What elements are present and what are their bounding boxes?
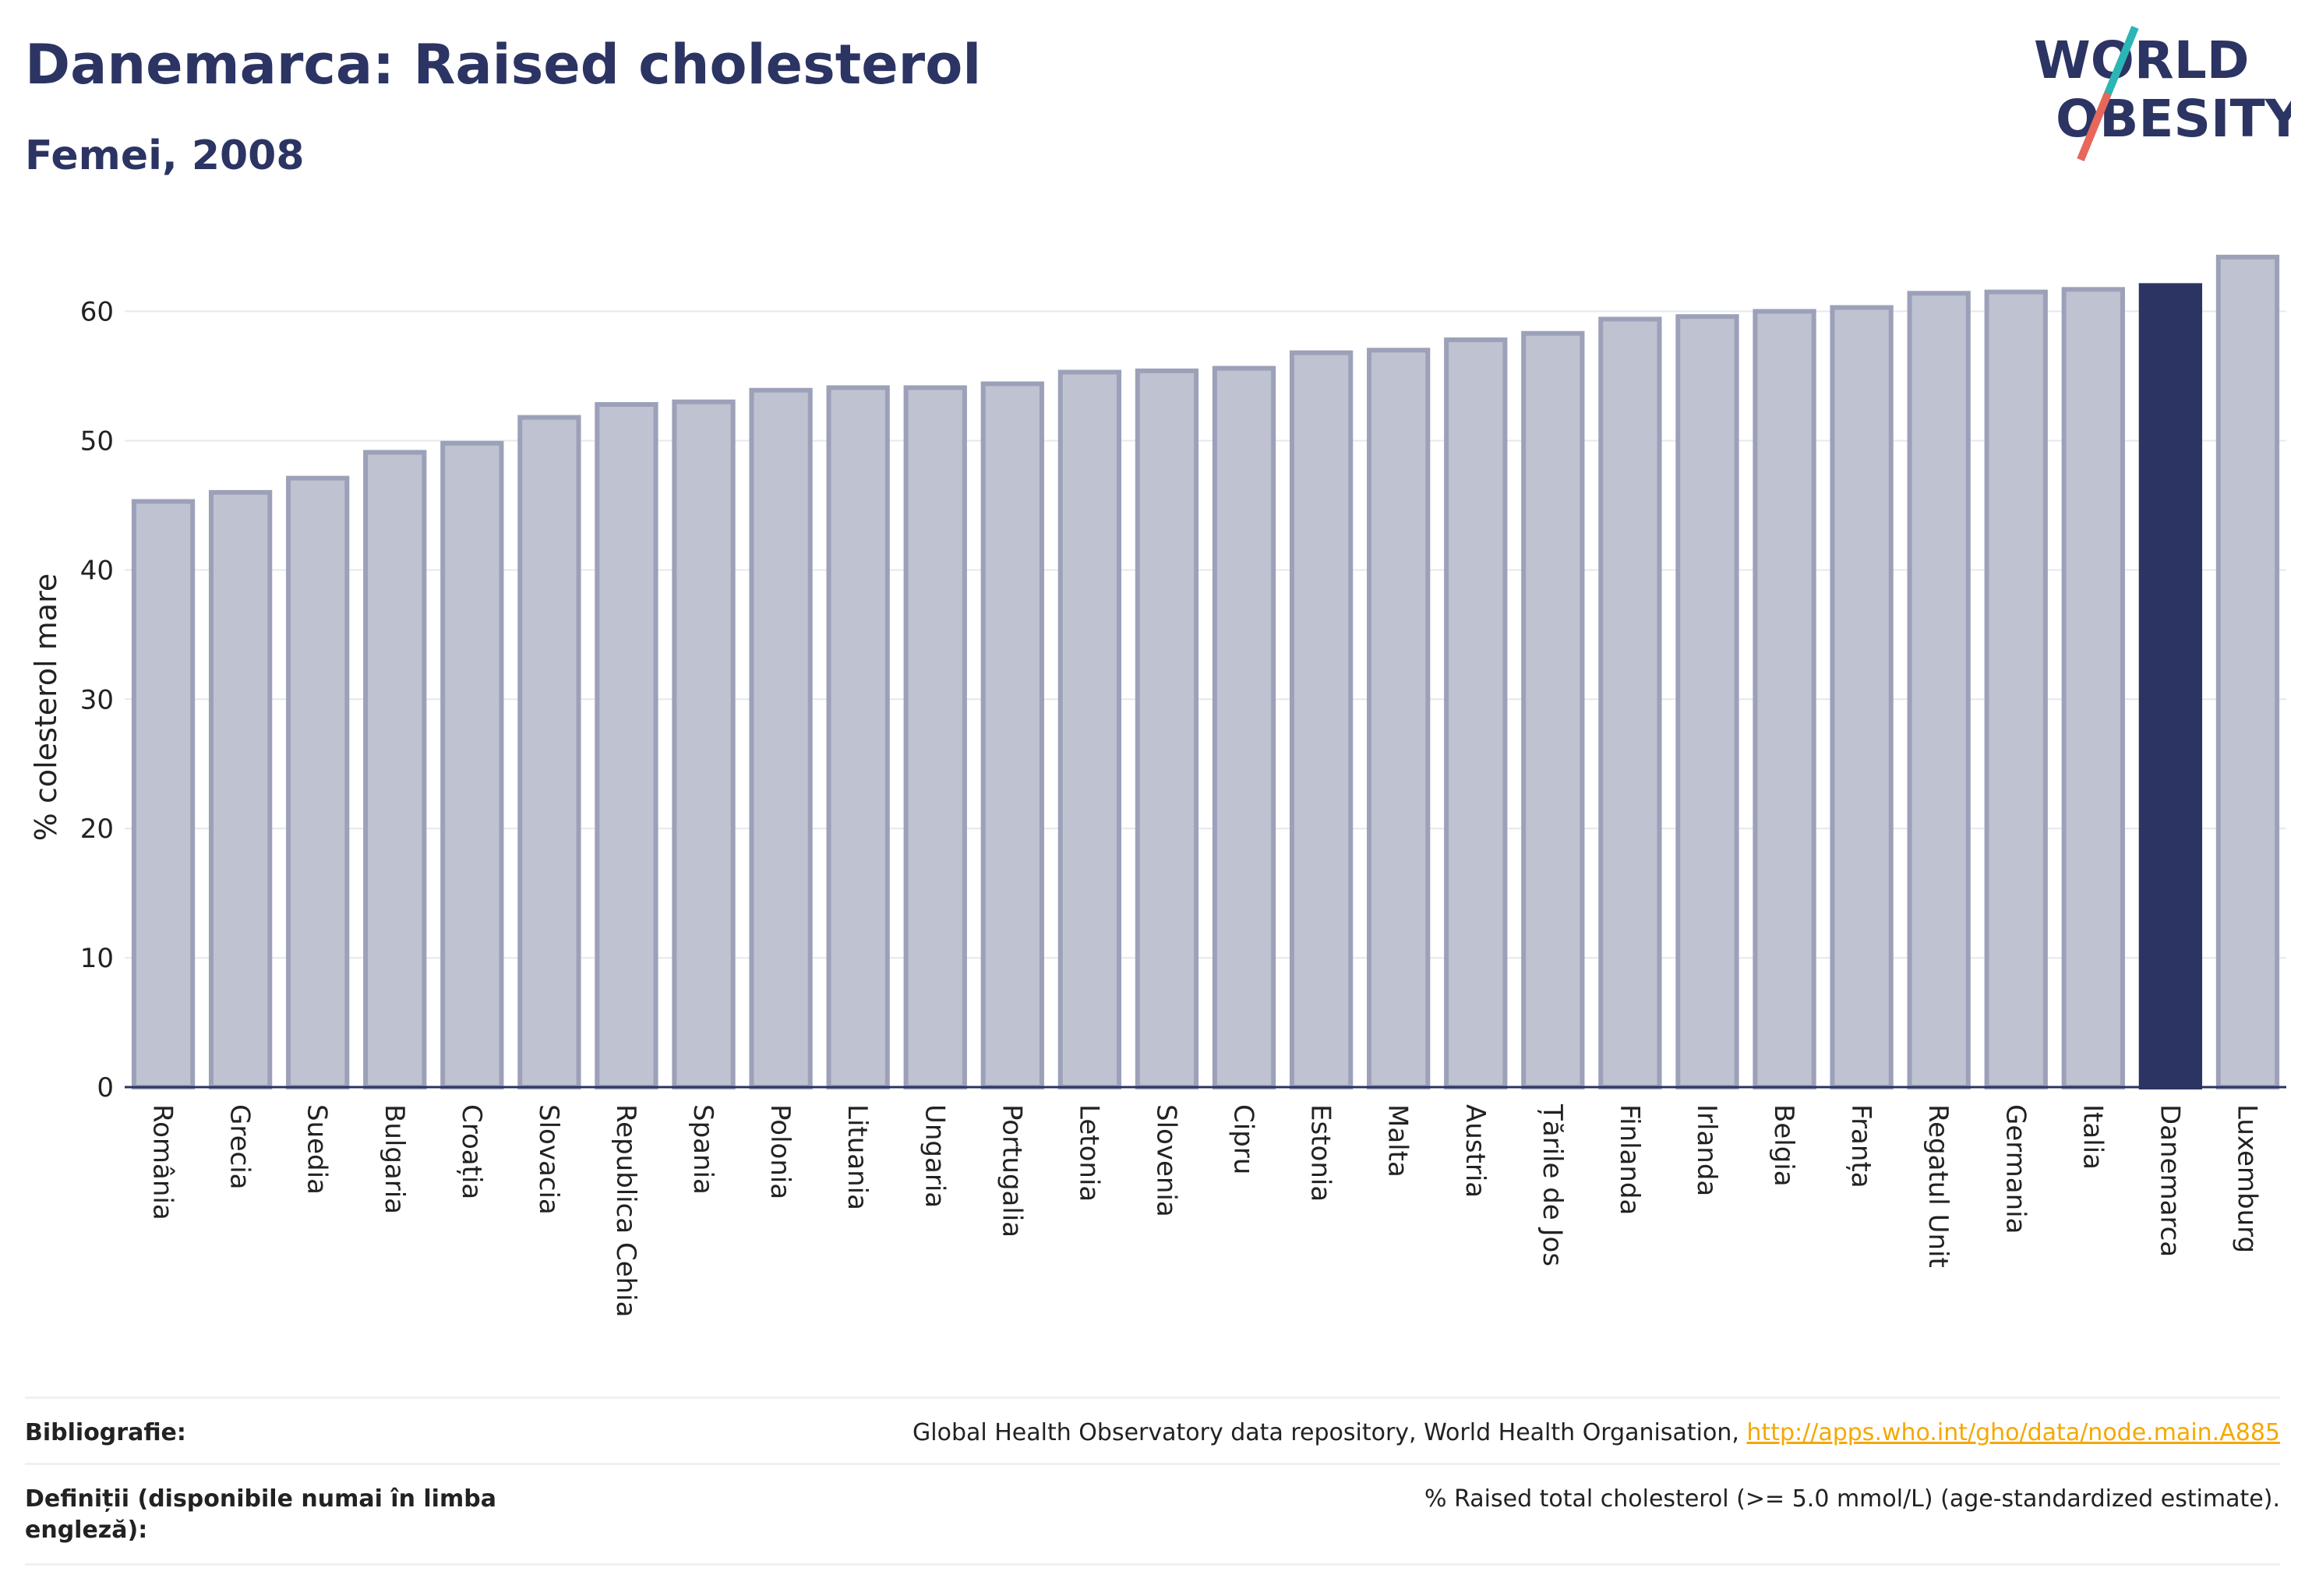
x-tick-label: Estonia [1305,1104,1336,1202]
bar-polonia [749,387,813,1089]
y-tick-label: 0 [97,1072,114,1103]
x-tick-label: Letonia [1073,1104,1104,1202]
bar-malta [1367,348,1431,1089]
x-tick-label: Portugalia [996,1104,1027,1238]
definitions-text: % Raised total cholesterol (>= 5.0 mmol/… [1424,1485,2280,1513]
x-tick-label: Germania [2000,1104,2031,1234]
bar-grecia [208,489,273,1089]
y-tick-label: 10 [80,943,114,974]
bar-letonia [1057,369,1122,1090]
bar-românia [131,499,196,1089]
x-tick-label: Republica Cehia [610,1104,641,1317]
bar-irlanda [1675,314,1739,1089]
y-tick-label: 50 [80,425,114,457]
bibliography-value: Global Health Observatory data repositor… [912,1418,2280,1449]
x-tick-label: Țările de Jos [1537,1103,1568,1266]
x-tick-label: Slovenia [1150,1104,1181,1217]
bar-lituania [826,385,890,1089]
x-tick-label: Lituania [842,1104,873,1210]
bar-portugalia [980,381,1044,1090]
x-tick-label: Bulgaria [379,1104,410,1214]
bar-luxemburg [2215,254,2280,1089]
x-tick-label: Spania [687,1104,718,1195]
bar-bulgaria [363,450,427,1089]
x-tick-label: Irlanda [1691,1104,1722,1196]
x-tick-label: Croația [456,1104,487,1199]
x-tick-label: Cipru [1228,1104,1259,1174]
y-tick-label: 30 [80,684,114,715]
x-tick-label: Finlanda [1614,1104,1645,1215]
bar-finlanda [1598,316,1662,1089]
bar-ungaria [903,385,967,1089]
bar-slovacia [517,415,581,1089]
bar-estonia [1289,350,1354,1089]
chart-subtitle: Femei, 2008 [25,132,305,179]
bar-franța [1830,305,1894,1089]
x-tick-label: Malta [1382,1104,1414,1178]
bar-cipru [1212,365,1276,1089]
bar-belgia [1753,309,1816,1089]
bar-țările-de-jos [1521,330,1585,1089]
logo-slash-coral [2077,92,2112,161]
x-tick-label: Slovacia [533,1104,564,1215]
x-tick-label: Danemarca [2154,1104,2185,1257]
x-tick-label: Luxemburg [2231,1104,2262,1253]
bar-italia [2061,287,2125,1090]
footer: Bibliografie: Global Health Observatory … [25,1396,2280,1566]
bibliography-label: Bibliografie: [25,1419,186,1446]
x-tick-label: Polonia [764,1104,796,1199]
x-tick-label: Ungaria [919,1104,950,1208]
bibliography-link[interactable]: http://apps.who.int/gho/data/node.main.A… [1746,1419,2280,1446]
y-axis-title: % colesterol mare [29,574,63,841]
x-tick-label: Franța [1845,1104,1876,1188]
bars [131,254,2280,1090]
x-tick-label: Suedia [302,1104,333,1195]
x-tick-label: Grecia [224,1104,256,1189]
bar-suedia [286,475,350,1089]
bar-croația [440,440,504,1089]
definitions-label: Definiții (disponibile numai în limba en… [25,1485,496,1544]
bar-danemarca [2138,283,2203,1089]
definitions-row: Definiții (disponibile numai în limba en… [25,1463,2280,1566]
logo-line1: WORLD [2034,30,2250,90]
bar-austria [1444,337,1508,1089]
x-tick-label: Regatul Unit [1922,1104,1954,1268]
bar-republica-cehia [595,402,658,1089]
bar-spania [672,399,736,1089]
chart-title: Danemarca: Raised cholesterol [25,33,982,97]
y-tick-label: 20 [80,814,114,845]
bar-chart: 0 10 20 30 40 50 60 România Grecia Suedia Bulgari… [29,254,2286,1317]
x-tick-label: Belgia [1768,1104,1799,1187]
bar-germania [1984,289,2048,1089]
x-tick-label: România [147,1104,178,1220]
bar-regatul-unit [1907,291,1971,1089]
x-tick-label: Italia [2077,1104,2108,1170]
bar-slovenia [1135,368,1199,1089]
bibliography-text: Global Health Observatory data repositor… [912,1419,1747,1446]
x-axis-labels: România Grecia Suedia Bulgaria Croația Slovac… [147,1103,2263,1317]
y-tick-label: 40 [80,555,114,586]
bibliography-row: Bibliografie: Global Health Observatory … [25,1396,2280,1463]
y-tick-label: 60 [80,297,114,328]
x-tick-label: Austria [1460,1104,1491,1198]
y-axis-ticks: 0 10 20 30 40 50 60 [80,297,114,1103]
world-obesity-logo: WORLD OBESITY [2034,26,2291,161]
